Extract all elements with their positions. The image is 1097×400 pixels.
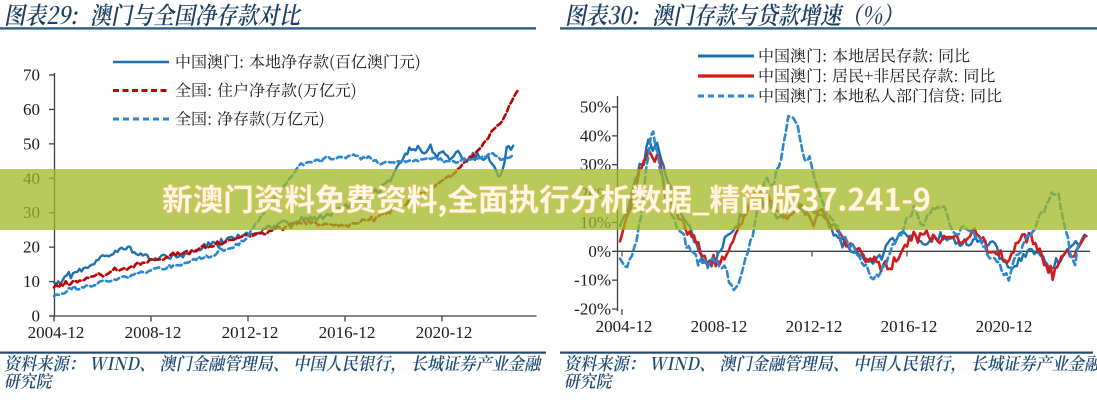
svg-text:2012-12: 2012-12 [786,317,843,336]
svg-text:20: 20 [23,238,40,257]
svg-text:70: 70 [23,65,40,84]
svg-text:60: 60 [23,100,40,119]
svg-text:2016-12: 2016-12 [319,323,376,342]
svg-text:2008-12: 2008-12 [691,317,748,336]
svg-text:2004-12: 2004-12 [28,323,85,342]
svg-text:10: 10 [23,272,40,291]
svg-text:2016-12: 2016-12 [881,317,938,336]
svg-text:0%: 0% [588,242,611,261]
svg-text:-10%: -10% [574,271,611,290]
svg-text:2004-12: 2004-12 [596,317,653,336]
svg-text:2008-12: 2008-12 [125,323,182,342]
svg-text:2020-12: 2020-12 [416,323,473,342]
svg-text:2020-12: 2020-12 [976,317,1033,336]
svg-text:-20%: -20% [574,300,611,319]
svg-text:50: 50 [23,134,40,153]
svg-text:2012-12: 2012-12 [222,323,279,342]
svg-text:0: 0 [32,307,41,326]
svg-text:40%: 40% [580,126,611,145]
svg-text:50%: 50% [580,98,611,117]
